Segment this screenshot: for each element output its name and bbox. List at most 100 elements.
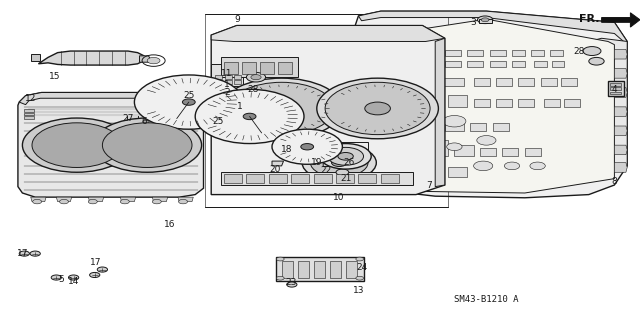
Bar bbox=[378, 140, 416, 156]
Bar bbox=[400, 50, 416, 56]
Circle shape bbox=[301, 144, 314, 150]
Circle shape bbox=[356, 257, 364, 261]
Polygon shape bbox=[352, 176, 365, 188]
Polygon shape bbox=[352, 135, 365, 146]
Circle shape bbox=[332, 159, 347, 167]
Bar bbox=[467, 50, 483, 56]
Bar bbox=[493, 123, 509, 131]
Text: FR.: FR. bbox=[579, 14, 599, 24]
Bar bbox=[608, 81, 624, 96]
Circle shape bbox=[338, 152, 353, 160]
Polygon shape bbox=[362, 19, 614, 193]
Bar bbox=[24, 109, 34, 112]
Bar bbox=[378, 95, 410, 107]
Bar bbox=[541, 78, 557, 86]
Polygon shape bbox=[614, 88, 627, 97]
Circle shape bbox=[32, 123, 122, 167]
Circle shape bbox=[589, 57, 604, 65]
Bar bbox=[416, 164, 442, 177]
Polygon shape bbox=[140, 56, 150, 62]
Bar bbox=[422, 61, 438, 67]
Polygon shape bbox=[211, 26, 445, 41]
Bar bbox=[242, 62, 256, 74]
Polygon shape bbox=[19, 93, 204, 105]
Bar bbox=[496, 78, 512, 86]
Bar bbox=[378, 113, 406, 131]
Text: 1: 1 bbox=[225, 80, 230, 89]
Text: 5: 5 bbox=[58, 275, 63, 284]
Bar bbox=[550, 50, 563, 56]
Circle shape bbox=[443, 115, 466, 127]
Bar bbox=[346, 261, 357, 278]
Bar bbox=[215, 75, 222, 79]
Text: 28: 28 bbox=[247, 85, 259, 94]
Polygon shape bbox=[614, 69, 627, 78]
Text: 22: 22 bbox=[321, 166, 332, 175]
Circle shape bbox=[90, 272, 100, 278]
Bar bbox=[512, 50, 525, 56]
Bar bbox=[561, 78, 577, 86]
Circle shape bbox=[272, 129, 342, 164]
Circle shape bbox=[320, 144, 371, 169]
Bar bbox=[269, 174, 287, 183]
Polygon shape bbox=[614, 145, 627, 155]
Polygon shape bbox=[614, 163, 627, 172]
Bar bbox=[159, 101, 172, 106]
Text: 20: 20 bbox=[269, 165, 281, 174]
Circle shape bbox=[276, 257, 284, 261]
Bar bbox=[470, 123, 486, 131]
Polygon shape bbox=[358, 11, 627, 45]
Text: 13: 13 bbox=[353, 286, 364, 295]
Circle shape bbox=[447, 143, 462, 151]
Circle shape bbox=[504, 162, 520, 170]
Polygon shape bbox=[211, 26, 445, 195]
Circle shape bbox=[276, 276, 284, 280]
Circle shape bbox=[477, 136, 496, 145]
Bar bbox=[474, 78, 490, 86]
Polygon shape bbox=[88, 197, 104, 202]
Circle shape bbox=[120, 199, 129, 204]
Polygon shape bbox=[435, 38, 445, 187]
Text: 17: 17 bbox=[90, 258, 102, 267]
Bar bbox=[234, 80, 241, 84]
Bar bbox=[224, 62, 238, 74]
Bar bbox=[479, 19, 492, 23]
Text: 19: 19 bbox=[311, 158, 323, 167]
Circle shape bbox=[33, 199, 42, 204]
Text: 11: 11 bbox=[221, 69, 233, 78]
Circle shape bbox=[22, 118, 131, 172]
Circle shape bbox=[143, 120, 149, 123]
Circle shape bbox=[60, 199, 68, 204]
Text: 8: 8 bbox=[612, 177, 617, 186]
Bar bbox=[276, 257, 364, 281]
Circle shape bbox=[51, 275, 61, 280]
Text: 12: 12 bbox=[25, 94, 36, 103]
Bar bbox=[502, 148, 518, 156]
Text: 6: 6 bbox=[141, 117, 147, 126]
Bar bbox=[330, 261, 341, 278]
Text: 27: 27 bbox=[122, 114, 134, 123]
Polygon shape bbox=[314, 152, 325, 156]
Text: 10: 10 bbox=[333, 193, 345, 202]
Bar bbox=[480, 148, 496, 156]
Text: 4: 4 bbox=[612, 85, 617, 94]
Text: 24: 24 bbox=[356, 263, 367, 272]
Polygon shape bbox=[589, 38, 627, 177]
Circle shape bbox=[88, 199, 97, 204]
Bar bbox=[400, 61, 416, 67]
Circle shape bbox=[195, 89, 304, 144]
Bar bbox=[314, 174, 332, 183]
Circle shape bbox=[325, 82, 430, 135]
Bar bbox=[24, 116, 34, 119]
Circle shape bbox=[269, 102, 294, 115]
Text: 7: 7 bbox=[426, 181, 431, 189]
Text: 3: 3 bbox=[471, 18, 476, 27]
Bar bbox=[544, 99, 560, 107]
Bar bbox=[410, 78, 432, 86]
Circle shape bbox=[317, 78, 438, 139]
Bar bbox=[518, 78, 534, 86]
Polygon shape bbox=[31, 54, 40, 61]
Circle shape bbox=[336, 169, 349, 175]
Text: 9: 9 bbox=[234, 15, 239, 24]
Bar bbox=[445, 120, 464, 131]
